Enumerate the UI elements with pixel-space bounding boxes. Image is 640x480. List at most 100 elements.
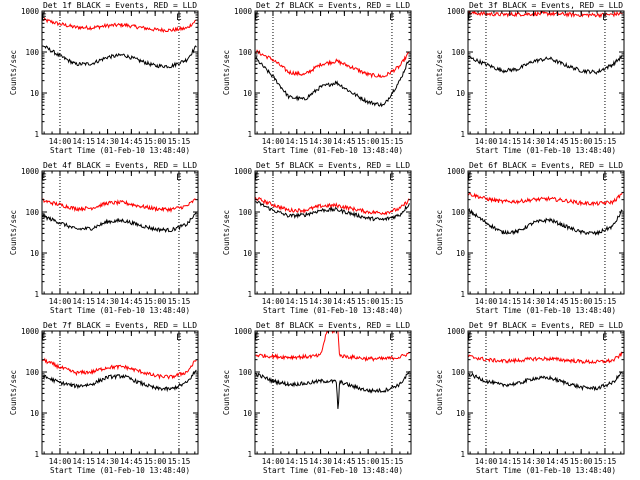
x-tick-label: 14:00 [49, 137, 72, 146]
series-lld-line [468, 11, 623, 19]
plot-area [42, 357, 197, 393]
series-events-line [255, 370, 410, 409]
plot-frame [254, 170, 412, 295]
series-lld-line [255, 49, 410, 79]
x-axis-label: Start Time (01-Feb-10 13:48:40) [476, 146, 616, 155]
x-tick-label: 15:15 [381, 137, 404, 146]
panel-5: Det 5f BLACK = Events, RED = LLD 1 10 100 10… [222, 161, 412, 315]
x-tick-label: 14:45 [546, 297, 569, 306]
x-tick-label: 14:00 [49, 457, 72, 466]
plot-frame [254, 10, 412, 135]
x-tick-label: 14:00 [262, 297, 285, 306]
series-lld-line [255, 197, 410, 216]
y-tick-label: 100 [238, 208, 252, 217]
panel-2: Det 2f BLACK = Events, RED = LLD 1 10 100 10… [222, 1, 412, 155]
series-events-line [468, 207, 623, 236]
x-axis-label: Start Time (01-Feb-10 13:48:40) [263, 466, 403, 475]
plot-frame [41, 170, 199, 295]
x-axis-label: Start Time (01-Feb-10 13:48:40) [476, 466, 616, 475]
x-tick-label: 14:00 [262, 457, 285, 466]
series-events-line [468, 371, 623, 392]
plot-area [255, 49, 410, 108]
event-marker: E [41, 173, 46, 183]
plot-frame [41, 330, 199, 455]
panel-6: Det 6f BLACK = Events, RED = LLD 1 10 100 10… [435, 161, 625, 315]
x-tick-label: 14:30 [96, 137, 119, 146]
x-tick-label: 14:45 [546, 137, 569, 146]
panel-title: Det 6f BLACK = Events, RED = LLD [469, 161, 623, 170]
y-axis-label: Counts/sec [222, 210, 231, 255]
event-marker: E [176, 173, 181, 183]
x-tick-label: 15:00 [570, 297, 593, 306]
y-tick-label: 10 [243, 409, 253, 418]
x-tick-label: 15:15 [594, 137, 617, 146]
plot-area [468, 192, 623, 236]
event-marker: E [41, 333, 46, 343]
x-tick-label: 15:00 [570, 137, 593, 146]
x-tick-label: 14:45 [333, 457, 356, 466]
x-tick-label: 14:15 [72, 137, 95, 146]
plot-area [255, 331, 410, 409]
x-axis-label: Start Time (01-Feb-10 13:48:40) [476, 306, 616, 315]
event-marker: E [176, 333, 181, 343]
y-axis-label: Counts/sec [222, 370, 231, 415]
y-tick-label: 1000 [21, 167, 40, 176]
y-tick-label: 100 [238, 48, 252, 57]
x-tick-label: 14:15 [72, 457, 95, 466]
y-tick-label: 1000 [21, 7, 40, 16]
panel-8: Det 8f BLACK = Events, RED = LLD 1 10 100 10… [222, 321, 412, 475]
x-tick-label: 14:30 [522, 297, 545, 306]
series-lld-line [42, 17, 197, 34]
y-tick-label: 100 [451, 368, 465, 377]
x-tick-label: 14:15 [285, 297, 308, 306]
y-tick-label: 100 [451, 208, 465, 217]
panel-3: Det 3f BLACK = Events, RED = LLD 1 10 100 10… [435, 1, 625, 155]
y-tick-label: 1000 [447, 327, 466, 336]
x-tick-label: 15:00 [357, 137, 380, 146]
y-tick-label: 10 [30, 409, 40, 418]
x-tick-label: 14:30 [309, 297, 332, 306]
x-tick-label: 14:45 [120, 137, 143, 146]
y-axis-label: Counts/sec [222, 50, 231, 95]
y-tick-label: 1 [247, 290, 252, 299]
x-tick-label: 14:00 [475, 137, 498, 146]
event-marker: E [254, 333, 259, 343]
y-tick-label: 1000 [447, 7, 466, 16]
plot-frame [467, 170, 625, 295]
x-tick-label: 14:45 [120, 457, 143, 466]
y-tick-label: 1 [247, 450, 252, 459]
plot-area [42, 198, 197, 234]
x-tick-label: 14:30 [96, 297, 119, 306]
panel-4: Det 4f BLACK = Events, RED = LLD 1 10 100 10… [9, 161, 199, 315]
plot-frame [467, 10, 625, 135]
x-tick-label: 15:00 [144, 137, 167, 146]
series-events-line [42, 45, 197, 69]
event-marker: E [467, 13, 472, 23]
event-marker: E [389, 173, 394, 183]
plot-frame [467, 330, 625, 455]
plot-area [42, 17, 197, 69]
x-tick-label: 15:00 [357, 297, 380, 306]
panel-title: Det 5f BLACK = Events, RED = LLD [256, 161, 410, 170]
y-tick-label: 100 [25, 48, 39, 57]
panel-title: Det 3f BLACK = Events, RED = LLD [469, 1, 623, 10]
x-tick-label: 14:15 [498, 297, 521, 306]
y-tick-label: 10 [456, 249, 466, 258]
series-events-line [42, 369, 197, 393]
event-marker: E [254, 173, 259, 183]
y-axis-label: Counts/sec [9, 370, 18, 415]
x-tick-label: 15:15 [168, 137, 191, 146]
series-events-line [255, 200, 410, 222]
y-axis-label: Counts/sec [9, 210, 18, 255]
y-axis-label: Counts/sec [435, 210, 444, 255]
x-tick-label: 14:00 [475, 297, 498, 306]
y-tick-label: 1000 [21, 327, 40, 336]
plot-area [468, 351, 623, 392]
x-tick-label: 15:15 [168, 297, 191, 306]
y-tick-label: 100 [25, 208, 39, 217]
series-lld-line [42, 357, 197, 380]
x-tick-label: 15:00 [570, 457, 593, 466]
series-lld-line [255, 331, 410, 363]
y-tick-label: 10 [456, 89, 466, 98]
x-tick-label: 15:15 [381, 457, 404, 466]
